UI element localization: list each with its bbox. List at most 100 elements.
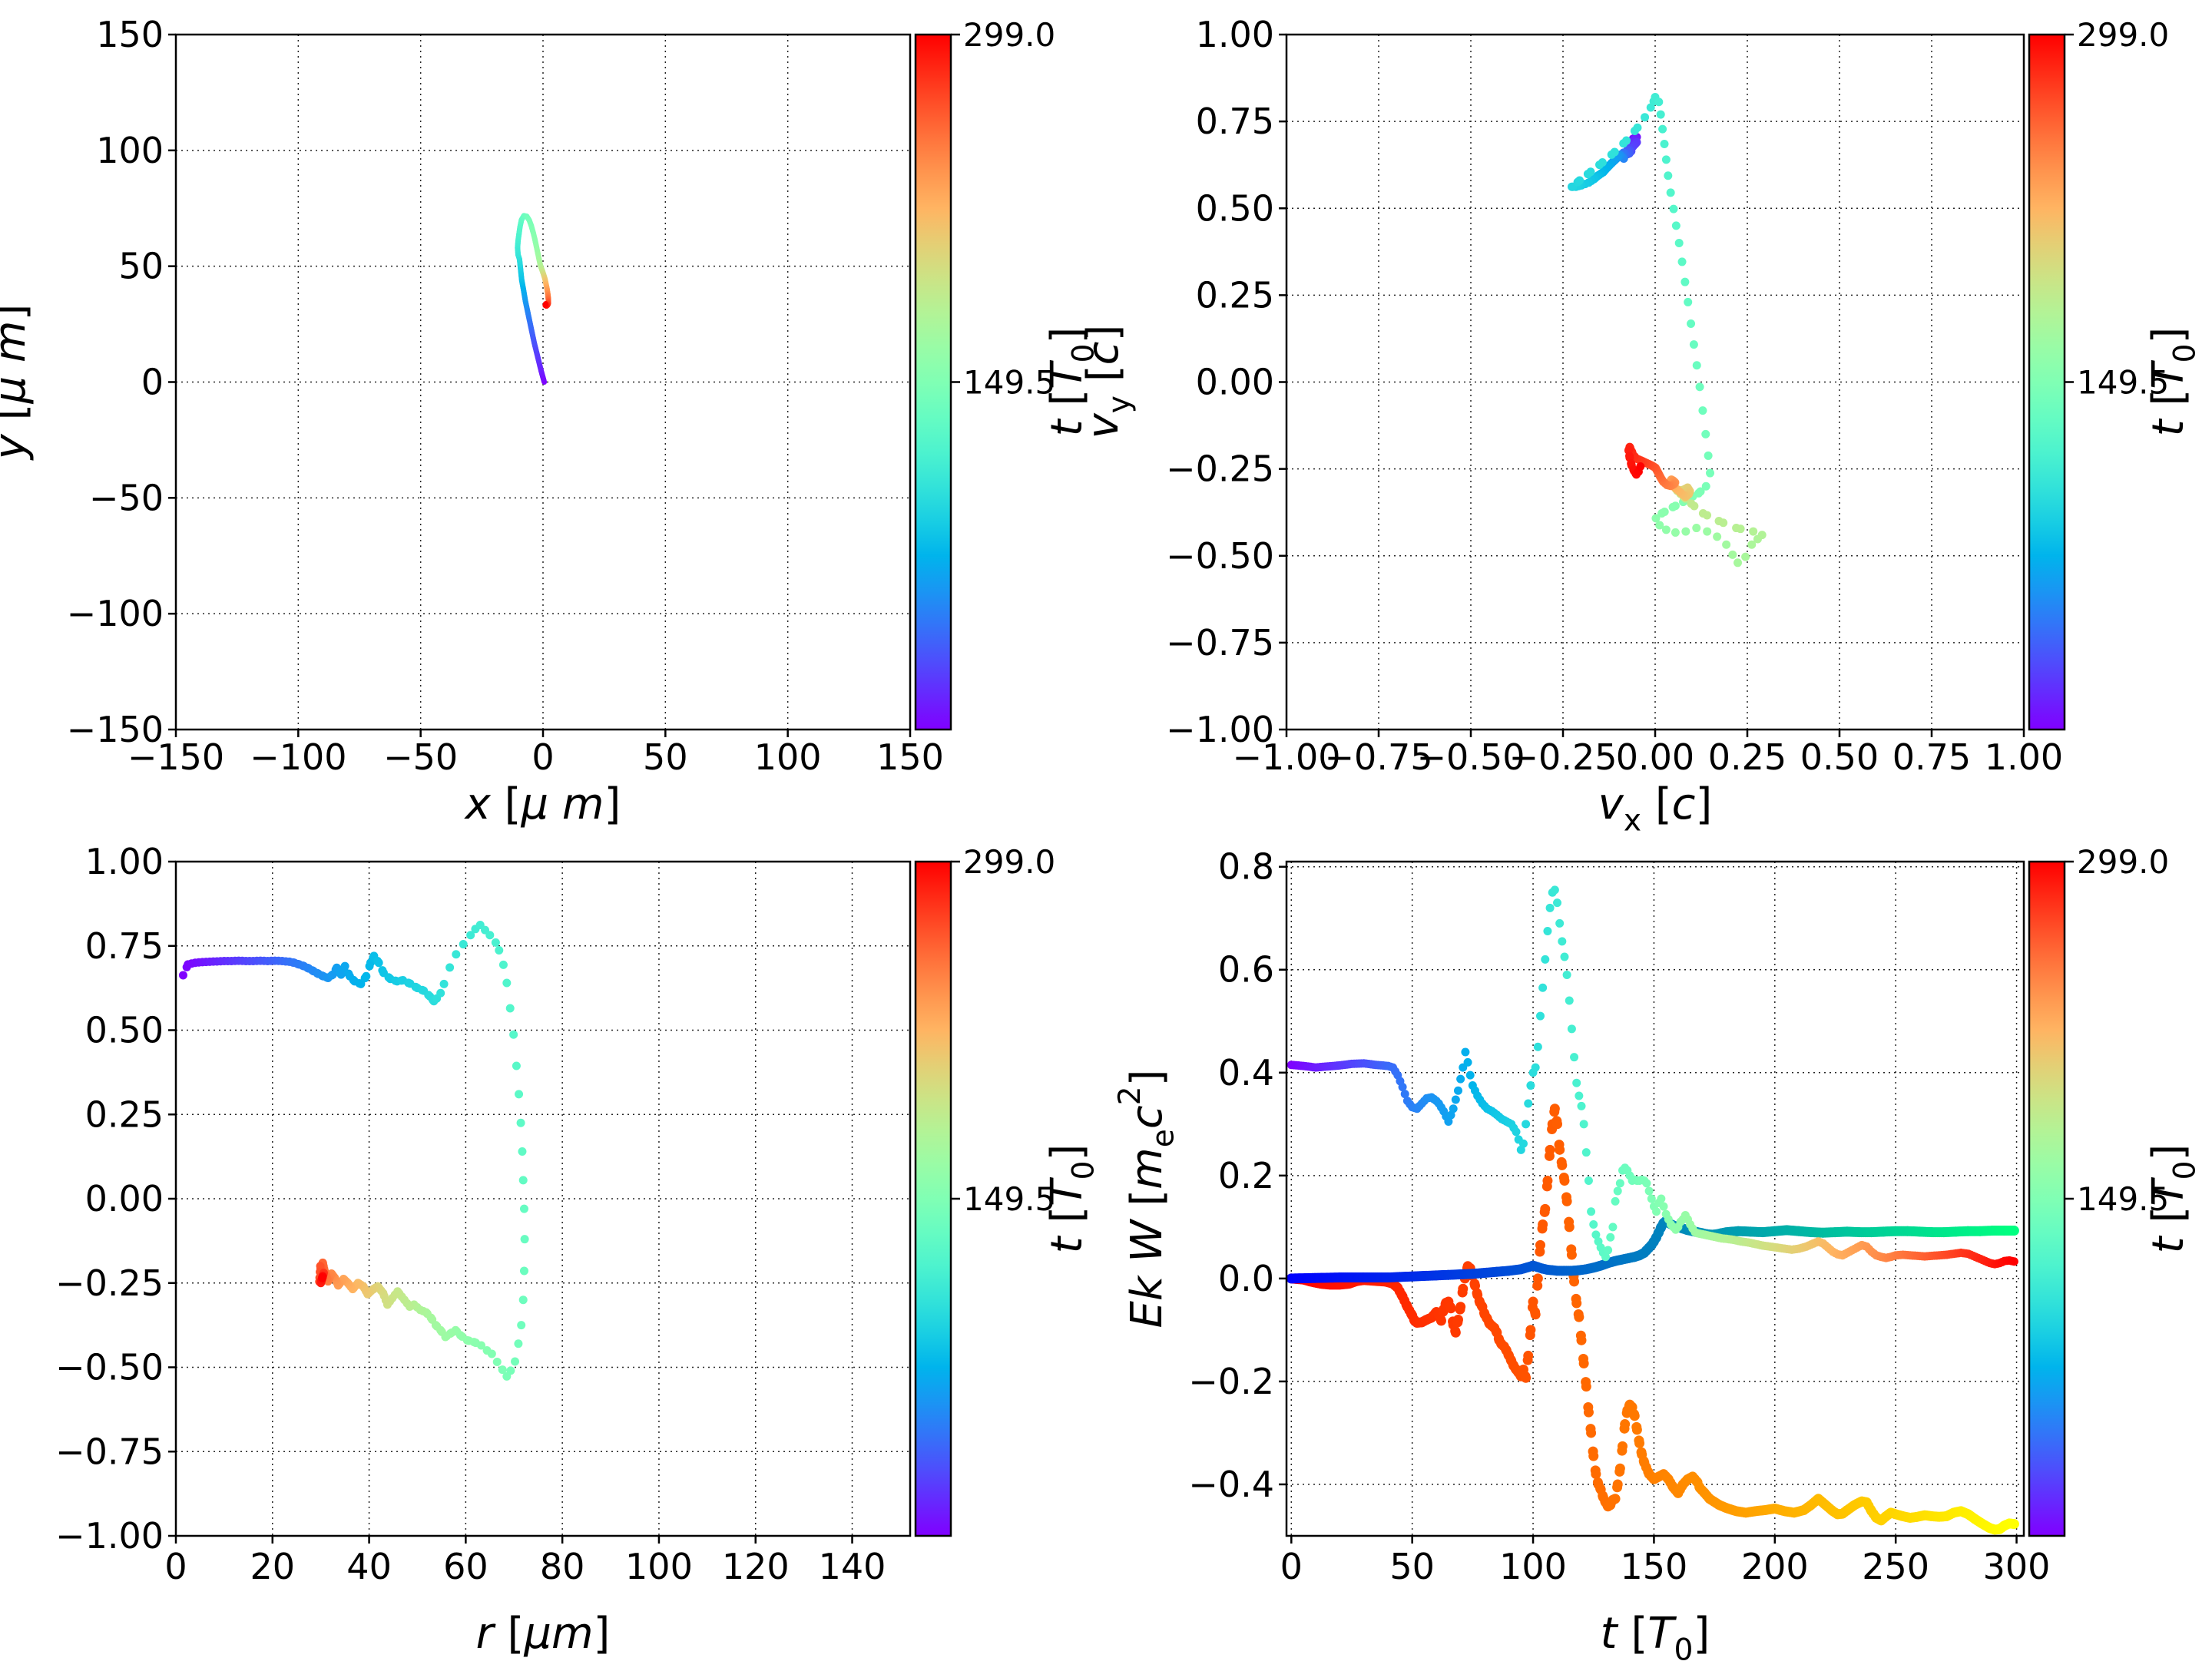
- colorbar: [916, 35, 951, 730]
- data-series: [1286, 885, 2019, 1535]
- svg-text:−150: −150: [67, 709, 164, 750]
- svg-text:140: 140: [819, 1546, 886, 1587]
- colorbar-label: t [T0]: [1042, 1144, 1101, 1254]
- colorbar: [2029, 862, 2065, 1536]
- svg-text:t [T0]: t [T0]: [1042, 327, 1101, 437]
- svg-text:300: 300: [1983, 1546, 2051, 1587]
- svg-text:0.6: 0.6: [1218, 949, 1274, 991]
- tick-marks: [168, 33, 912, 737]
- colorbar-ticks: [2065, 860, 2074, 1200]
- svg-text:299.0: 299.0: [2077, 843, 2169, 881]
- svg-text:0.2: 0.2: [1218, 1155, 1274, 1196]
- svg-text:−150: −150: [127, 736, 224, 778]
- y-axis-label: vr [c]: [0, 1144, 8, 1253]
- colorbar-ticks: [951, 33, 960, 383]
- svg-text:149.5: 149.5: [963, 364, 1055, 402]
- svg-text:−50: −50: [383, 736, 458, 778]
- svg-text:0: 0: [1280, 1546, 1303, 1587]
- svg-text:−0.2: −0.2: [1188, 1361, 1274, 1402]
- data-series: [178, 921, 529, 1381]
- svg-text:1.00: 1.00: [1985, 736, 2063, 778]
- colorbar-tick-label: 299.0: [2077, 843, 2169, 881]
- svg-text:−1.00: −1.00: [1166, 709, 1274, 750]
- tick-marks: [168, 860, 853, 1544]
- svg-text:299.0: 299.0: [963, 16, 1055, 54]
- svg-text:0.00: 0.00: [1616, 736, 1694, 778]
- colorbar-label: t [T0]: [2144, 1144, 2203, 1254]
- svg-text:t [T0]: t [T0]: [2144, 1144, 2203, 1254]
- svg-text:149.5: 149.5: [2077, 1180, 2169, 1218]
- y-axis-label: Ek W [mec2]: [1113, 1070, 1181, 1329]
- svg-text:150: 150: [876, 736, 944, 778]
- svg-text:0.50: 0.50: [1196, 187, 1274, 229]
- x-axis-label: x [μ m]: [464, 779, 621, 829]
- colorbar-label: t [T0]: [2144, 327, 2203, 437]
- svg-text:y [μ m]: y [μ m]: [0, 304, 35, 462]
- svg-text:0.25: 0.25: [1196, 274, 1274, 316]
- svg-text:299.0: 299.0: [963, 843, 1055, 881]
- x-axis-label: vx [c]: [1598, 779, 1713, 839]
- svg-text:80: 80: [540, 1546, 585, 1587]
- svg-text:0.25: 0.25: [1708, 736, 1786, 778]
- svg-text:150: 150: [96, 14, 164, 55]
- svg-text:250: 250: [1862, 1546, 1929, 1587]
- svg-text:−0.50: −0.50: [55, 1347, 164, 1388]
- svg-text:0.00: 0.00: [1196, 362, 1274, 403]
- svg-text:0.00: 0.00: [85, 1178, 164, 1219]
- svg-text:100: 100: [1499, 1546, 1567, 1587]
- svg-text:0.8: 0.8: [1218, 846, 1274, 888]
- tick-marks: [1279, 33, 2025, 737]
- svg-text:20: 20: [250, 1546, 296, 1587]
- svg-text:0.75: 0.75: [1196, 101, 1274, 142]
- tick-labels: 0 20 40 60 80 100 120 140 1.00 0.75 0.50 0.25 0.00 −0…: [55, 841, 886, 1587]
- grid-lines: [1286, 862, 2024, 1536]
- tick-labels: 0 50 100 150 200 250 300 0.8 0.6 0.4 0.2 0.0 −0.2 −0.…: [1188, 846, 2050, 1587]
- svg-text:−1.00: −1.00: [1233, 736, 1341, 778]
- svg-text:100: 100: [754, 736, 822, 778]
- svg-text:Ek W [mec2]: Ek W [mec2]: [1113, 1070, 1181, 1329]
- svg-text:0.4: 0.4: [1218, 1052, 1274, 1094]
- svg-text:40: 40: [346, 1546, 392, 1587]
- tick-marks: [1279, 865, 2018, 1544]
- colorbar-tick-label: 299.0: [2077, 16, 2169, 54]
- svg-text:1.00: 1.00: [1196, 14, 1274, 55]
- x-axis-label: r [μm]: [476, 1609, 611, 1659]
- svg-text:0: 0: [141, 362, 164, 403]
- y-axis-label: y [μ m]: [0, 304, 35, 462]
- svg-text:50: 50: [643, 736, 688, 778]
- svg-text:−0.75: −0.75: [55, 1431, 164, 1472]
- svg-text:−1.00: −1.00: [55, 1515, 164, 1557]
- svg-text:−0.75: −0.75: [1325, 736, 1433, 778]
- colorbar-tick-label: 149.5: [2077, 1180, 2169, 1218]
- colorbar-tick-label: 149.5: [963, 364, 1055, 402]
- svg-text:−0.25: −0.25: [55, 1262, 164, 1304]
- colorbar-tick-label: 149.5: [963, 1180, 1055, 1218]
- svg-text:120: 120: [722, 1546, 790, 1587]
- svg-text:t [T0]: t [T0]: [1601, 1609, 1710, 1668]
- svg-text:t [T0]: t [T0]: [1042, 1144, 1101, 1254]
- svg-text:0.75: 0.75: [1892, 736, 1971, 778]
- svg-text:−100: −100: [67, 593, 164, 634]
- svg-text:149.5: 149.5: [2077, 364, 2169, 402]
- colorbar: [916, 862, 951, 1536]
- colorbar-ticks: [2065, 33, 2074, 383]
- svg-text:100: 100: [96, 130, 164, 171]
- svg-text:vr [c]: vr [c]: [0, 1144, 8, 1253]
- svg-text:50: 50: [1389, 1546, 1435, 1587]
- svg-text:0.25: 0.25: [85, 1094, 164, 1135]
- svg-text:x [μ m]: x [μ m]: [464, 779, 621, 829]
- svg-text:0.0: 0.0: [1218, 1258, 1274, 1299]
- data-series: [515, 213, 551, 385]
- svg-text:149.5: 149.5: [963, 1180, 1055, 1218]
- axes-spines: [1285, 860, 2025, 1537]
- x-axis-label: t [T0]: [1601, 1609, 1710, 1668]
- svg-text:0: 0: [531, 736, 554, 778]
- colorbar: [2029, 35, 2065, 730]
- svg-text:r [μm]: r [μm]: [476, 1609, 611, 1659]
- svg-text:vx [c]: vx [c]: [1598, 779, 1713, 839]
- svg-text:−0.75: −0.75: [1166, 622, 1274, 663]
- svg-text:50: 50: [118, 246, 164, 287]
